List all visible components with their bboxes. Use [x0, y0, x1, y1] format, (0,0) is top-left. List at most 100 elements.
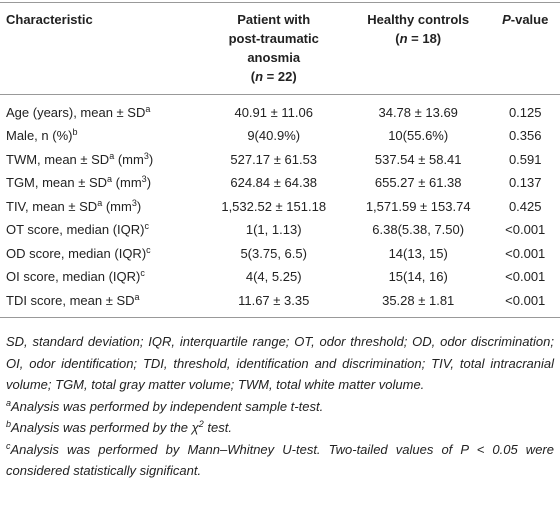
- text: test.: [203, 420, 232, 435]
- row-label: TIV, mean ± SDa (mm3): [0, 195, 201, 219]
- header-line: Healthy controls: [350, 10, 486, 29]
- table-cell: 9(40.9%): [247, 128, 301, 144]
- text: TDI score, mean ± SD: [6, 292, 135, 308]
- text: Analysis was performed by independent sa…: [11, 398, 324, 414]
- row-label: OT score, median (IQR)c: [0, 219, 201, 243]
- footnote: SD, standard deviation; IQR, interquarti…: [6, 331, 554, 396]
- table-cell: <0.001: [505, 245, 546, 261]
- text: OI score, median (IQR): [6, 269, 141, 285]
- table-cell: 10(55.6%): [388, 128, 449, 144]
- header-line: (n = 22): [205, 67, 341, 86]
- table-cell: 537.54 ± 58.41: [374, 151, 462, 167]
- row-label: TGM, mean ± SDa (mm3): [0, 172, 201, 196]
- italic-text: n: [255, 69, 264, 84]
- table-cell: 6.38(5.38, 7.50): [372, 222, 465, 238]
- italic-text: n: [399, 31, 408, 46]
- table-body: Age (years), mean ± SDa 40.91 ± 11.06 34.7…: [0, 95, 560, 317]
- text: OT score, median (IQR): [6, 222, 145, 238]
- table-cell: 0.356: [508, 128, 542, 144]
- italic-text: P: [502, 12, 511, 27]
- superscript: 3: [131, 197, 137, 208]
- header-line: post-traumatic: [205, 29, 341, 48]
- text: (mm: [112, 175, 142, 191]
- superscript: c: [140, 268, 145, 279]
- table-cell: 34.78 ± 13.69: [378, 104, 458, 120]
- superscript: c: [6, 440, 11, 451]
- header-line: (n = 18): [350, 29, 486, 48]
- table-row: TDI score, mean ± SDa 11.67 ± 3.35 35.28 ±…: [0, 289, 560, 317]
- text: (mm: [102, 198, 132, 214]
- superscript: b: [72, 127, 78, 138]
- superscript: 3: [141, 174, 147, 185]
- table-row: Age (years), mean ± SDa 40.91 ± 11.06 34.7…: [0, 95, 560, 125]
- text: TWM, mean ± SD: [6, 151, 110, 167]
- superscript: a: [6, 397, 12, 408]
- table-cell: <0.001: [505, 222, 546, 238]
- footnotes: SD, standard deviation; IQR, interquarti…: [6, 331, 554, 482]
- text: (: [250, 69, 256, 84]
- table-cell: 0.591: [508, 151, 542, 167]
- superscript: c: [144, 221, 149, 232]
- table-row: TIV, mean ± SDa (mm3) 1,532.52 ± 151.18 1,…: [0, 195, 560, 219]
- header-line: anosmia: [205, 48, 341, 67]
- table-cell: 0.125: [508, 104, 542, 120]
- text: post-traumatic: [228, 31, 319, 46]
- superscript: a: [145, 103, 151, 114]
- data-table: Characteristic Patient with post-traumatic…: [0, 2, 560, 318]
- table-cell: <0.001: [505, 292, 546, 308]
- superscript: 3: [143, 150, 149, 161]
- text: = 18): [407, 31, 442, 46]
- text: = 22): [263, 69, 297, 84]
- superscript: a: [97, 197, 103, 208]
- table-row: OT score, median (IQR)c 1(1, 1.13) 6.38(5.…: [0, 219, 560, 243]
- text: Patient with: [237, 12, 311, 27]
- table-cell: 4(4, 5.25): [245, 269, 302, 285]
- text: OD score, median (IQR): [6, 245, 147, 261]
- text: -value: [510, 12, 549, 27]
- text: Characteristic: [6, 12, 93, 27]
- footnote: cAnalysis was performed by Mann–Whitney …: [6, 439, 554, 482]
- table-row: OI score, median (IQR)c 4(4, 5.25) 15(14, …: [0, 266, 560, 290]
- text: ): [146, 175, 152, 191]
- header-line: Characteristic: [6, 10, 197, 29]
- table-cell: <0.001: [505, 269, 546, 285]
- text: (mm: [114, 151, 144, 167]
- table-cell: 1,532.52 ± 151.18: [221, 198, 327, 214]
- superscript: a: [109, 150, 115, 161]
- text: Analysis was performed by the χ: [11, 420, 199, 435]
- table-cell: 624.84 ± 64.38: [230, 175, 318, 191]
- row-label: OD score, median (IQR)c: [0, 242, 201, 266]
- footnote: bAnalysis was performed by the χ2 test.: [6, 417, 554, 439]
- table-cell: 655.27 ± 61.38: [374, 175, 462, 191]
- table-cell: 35.28 ± 1.81: [382, 292, 455, 308]
- text: Healthy controls: [367, 12, 470, 27]
- row-label: TDI score, mean ± SDa: [0, 289, 201, 317]
- table-row: OD score, median (IQR)c 5(3.75, 6.5) 14(13…: [0, 242, 560, 266]
- column-header: P-value: [490, 3, 560, 95]
- table-row: TWM, mean ± SDa (mm3) 527.17 ± 61.53 537.5…: [0, 148, 560, 172]
- table-cell: 15(14, 16): [388, 269, 448, 285]
- text: TGM, mean ± SD: [6, 175, 108, 191]
- row-label: OI score, median (IQR)c: [0, 266, 201, 290]
- header-line: P-value: [494, 10, 556, 29]
- table-cell: 1(1, 1.13): [245, 222, 302, 238]
- superscript: a: [107, 174, 113, 185]
- text: SD, standard deviation; IQR, interquarti…: [6, 334, 554, 392]
- column-header: Patient with post-traumatic anosmia (n = 22…: [201, 3, 345, 95]
- text: (: [395, 31, 400, 46]
- header-line: Patient with: [205, 10, 341, 29]
- table-cell: 40.91 ± 11.06: [234, 104, 313, 120]
- row-label: Male, n (%)b: [0, 125, 201, 149]
- superscript: b: [6, 419, 12, 429]
- text: ): [148, 151, 154, 167]
- text: Male, n (%): [6, 128, 73, 144]
- text: TIV, mean ± SD: [6, 198, 98, 214]
- table-cell: 0.425: [508, 198, 542, 214]
- header-row: Characteristic Patient with post-traumatic…: [0, 2, 560, 95]
- table-cell: 14(13, 15): [388, 245, 448, 261]
- table-row: TGM, mean ± SDa (mm3) 624.84 ± 64.38 655.2…: [0, 172, 560, 196]
- text: anosmia: [247, 50, 301, 65]
- text: Age (years), mean ± SD: [6, 104, 146, 120]
- text: ): [136, 198, 142, 214]
- superscript: c: [146, 244, 151, 255]
